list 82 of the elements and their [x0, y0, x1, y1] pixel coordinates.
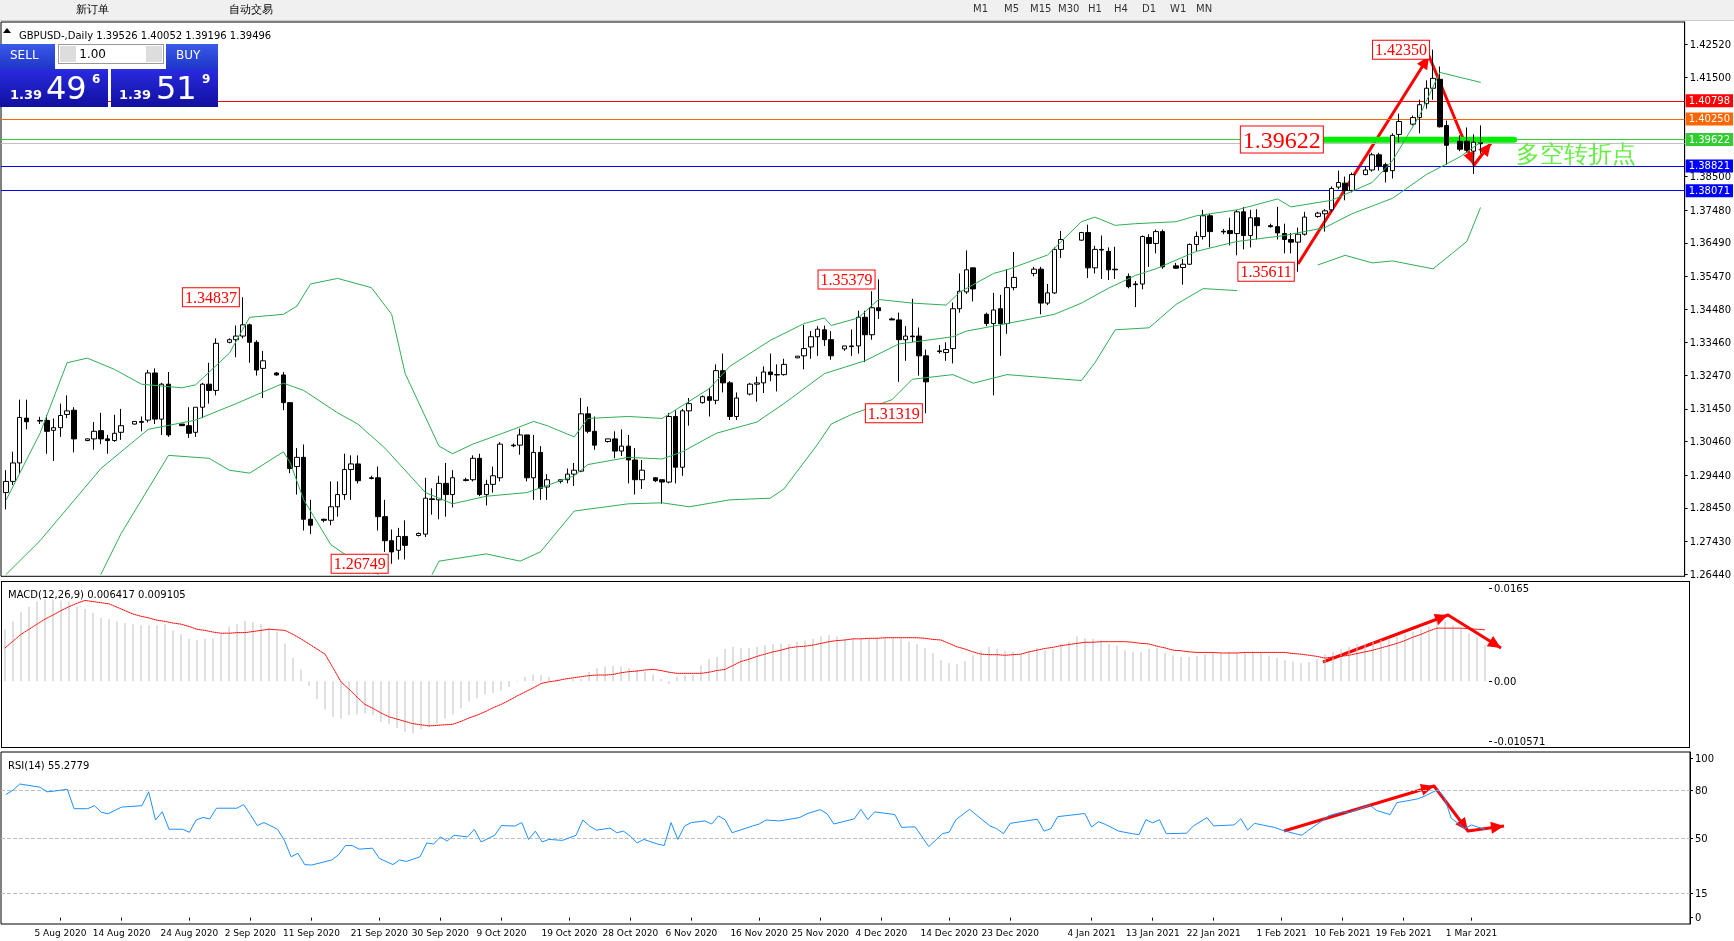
x-tick-label: 10 Feb 2021 — [1314, 927, 1371, 938]
x-tick-label: 14 Dec 2020 — [920, 927, 979, 938]
text: GBPUSD-,Daily 1.39526 1.40052 1.39196 1.39496 — [19, 29, 272, 41]
annotation: 1.35611 — [1240, 263, 1292, 281]
y-tick-label: 1.42520 — [1689, 38, 1732, 50]
x-tick-label: 19 Oct 2020 — [541, 927, 598, 938]
x-tick-label: 5 Aug 2020 — [34, 927, 87, 938]
x-tick-label: 19 Feb 2021 — [1375, 927, 1432, 938]
text: H1 — [1088, 3, 1102, 14]
ref-line-label: 1.40798 — [1688, 95, 1731, 107]
annotation: 1.31319 — [867, 404, 920, 422]
annotation: 1.00 — [79, 47, 106, 61]
y-tick-label: 1.32470 — [1689, 369, 1732, 381]
x-tick-label: 24 Aug 2020 — [160, 927, 219, 938]
y-tick-label: 1.28450 — [1689, 502, 1732, 514]
annotation: 9 — [202, 72, 211, 86]
chart-title: MACD(12,26,9) 0.006417 0.009105 — [8, 588, 186, 600]
text: M1 — [973, 3, 988, 14]
text: M30 — [1058, 3, 1080, 14]
ref-line-label: 1.39622 — [1688, 134, 1731, 146]
x-tick-label: 13 Jan 2021 — [1125, 927, 1180, 938]
x-tick-label: 30 Sep 2020 — [411, 927, 470, 938]
annotation: 49 — [46, 69, 87, 107]
y-tick-label: 1.27430 — [1689, 535, 1732, 547]
annotation: BUY — [176, 48, 201, 62]
y-tick-label: 0.0165 — [1494, 582, 1529, 594]
annotation: SELL — [10, 48, 39, 62]
y-tick-label: 15 — [1695, 888, 1708, 900]
y-tick-label: 1.41500 — [1689, 72, 1732, 84]
annotation: 1.39 — [10, 87, 43, 102]
ref-line-label: 1.38821 — [1688, 160, 1731, 172]
text: H4 — [1114, 3, 1128, 14]
annotation: 多空转折点 — [1516, 139, 1637, 168]
x-tick-label: 6 Nov 2020 — [665, 927, 718, 938]
x-tick-label: 11 Sep 2020 — [282, 927, 341, 938]
y-tick-label: 1.31450 — [1689, 403, 1732, 415]
y-tick-label: 50 — [1695, 832, 1708, 844]
y-tick-label: 0.00 — [1494, 675, 1517, 687]
annotation: 1.39 — [119, 87, 152, 102]
annotation: 6 — [92, 72, 101, 86]
x-tick-label: 22 Jan 2021 — [1186, 927, 1241, 938]
x-tick-label: 4 Jan 2021 — [1067, 927, 1116, 938]
x-tick-label: 9 Oct 2020 — [476, 927, 527, 938]
x-tick-label: 23 Dec 2020 — [981, 927, 1040, 938]
annotation: 1.39622 — [1242, 126, 1321, 153]
text: W1 — [1170, 3, 1187, 14]
annotation: 1.34837 — [184, 288, 237, 306]
y-tick-label: 1.30460 — [1689, 436, 1732, 448]
y-tick-label: 100 — [1695, 752, 1715, 764]
annotation: 1.26749 — [333, 555, 386, 573]
y-tick-label: 1.26440 — [1689, 568, 1732, 580]
x-tick-label: 4 Dec 2020 — [855, 927, 908, 938]
y-tick-label: 0 — [1695, 912, 1702, 924]
y-tick-label: 80 — [1695, 784, 1708, 796]
x-tick-label: 21 Sep 2020 — [350, 927, 409, 938]
y-tick-label: 1.34480 — [1689, 303, 1732, 315]
x-tick-label: 1 Mar 2021 — [1445, 927, 1498, 938]
ref-line-label: 1.40250 — [1688, 113, 1731, 125]
y-tick-label: 1.37480 — [1689, 204, 1732, 216]
text: M5 — [1004, 3, 1019, 14]
y-tick-label: 1.36490 — [1689, 237, 1732, 249]
text: MN — [1196, 3, 1213, 14]
y-tick-label: 1.29440 — [1689, 469, 1732, 481]
x-tick-label: 14 Aug 2020 — [92, 927, 151, 938]
x-tick-label: 16 Nov 2020 — [730, 927, 789, 938]
x-tick-label: 1 Feb 2021 — [1256, 927, 1307, 938]
annotation: 1.35379 — [820, 270, 873, 288]
annotation: 51 — [156, 69, 197, 107]
x-tick-label: 25 Nov 2020 — [791, 927, 850, 938]
y-tick-label: 1.38500 — [1689, 171, 1732, 183]
x-tick-label: 2 Sep 2020 — [224, 927, 277, 938]
text: RSI(14) 55.2779 — [8, 759, 90, 771]
annotation: 1.42350 — [1375, 41, 1428, 59]
y-tick-label: -0.010571 — [1494, 735, 1546, 747]
text: D1 — [1142, 3, 1157, 14]
text: 自动交易 — [229, 3, 273, 16]
text: M15 — [1030, 3, 1052, 14]
y-tick-label: 1.35470 — [1689, 270, 1732, 282]
y-tick-label: 1.33460 — [1689, 337, 1732, 349]
text: 新订单 — [76, 3, 109, 16]
x-tick-label: 28 Oct 2020 — [602, 927, 659, 938]
ref-line-label: 1.38071 — [1688, 185, 1731, 197]
